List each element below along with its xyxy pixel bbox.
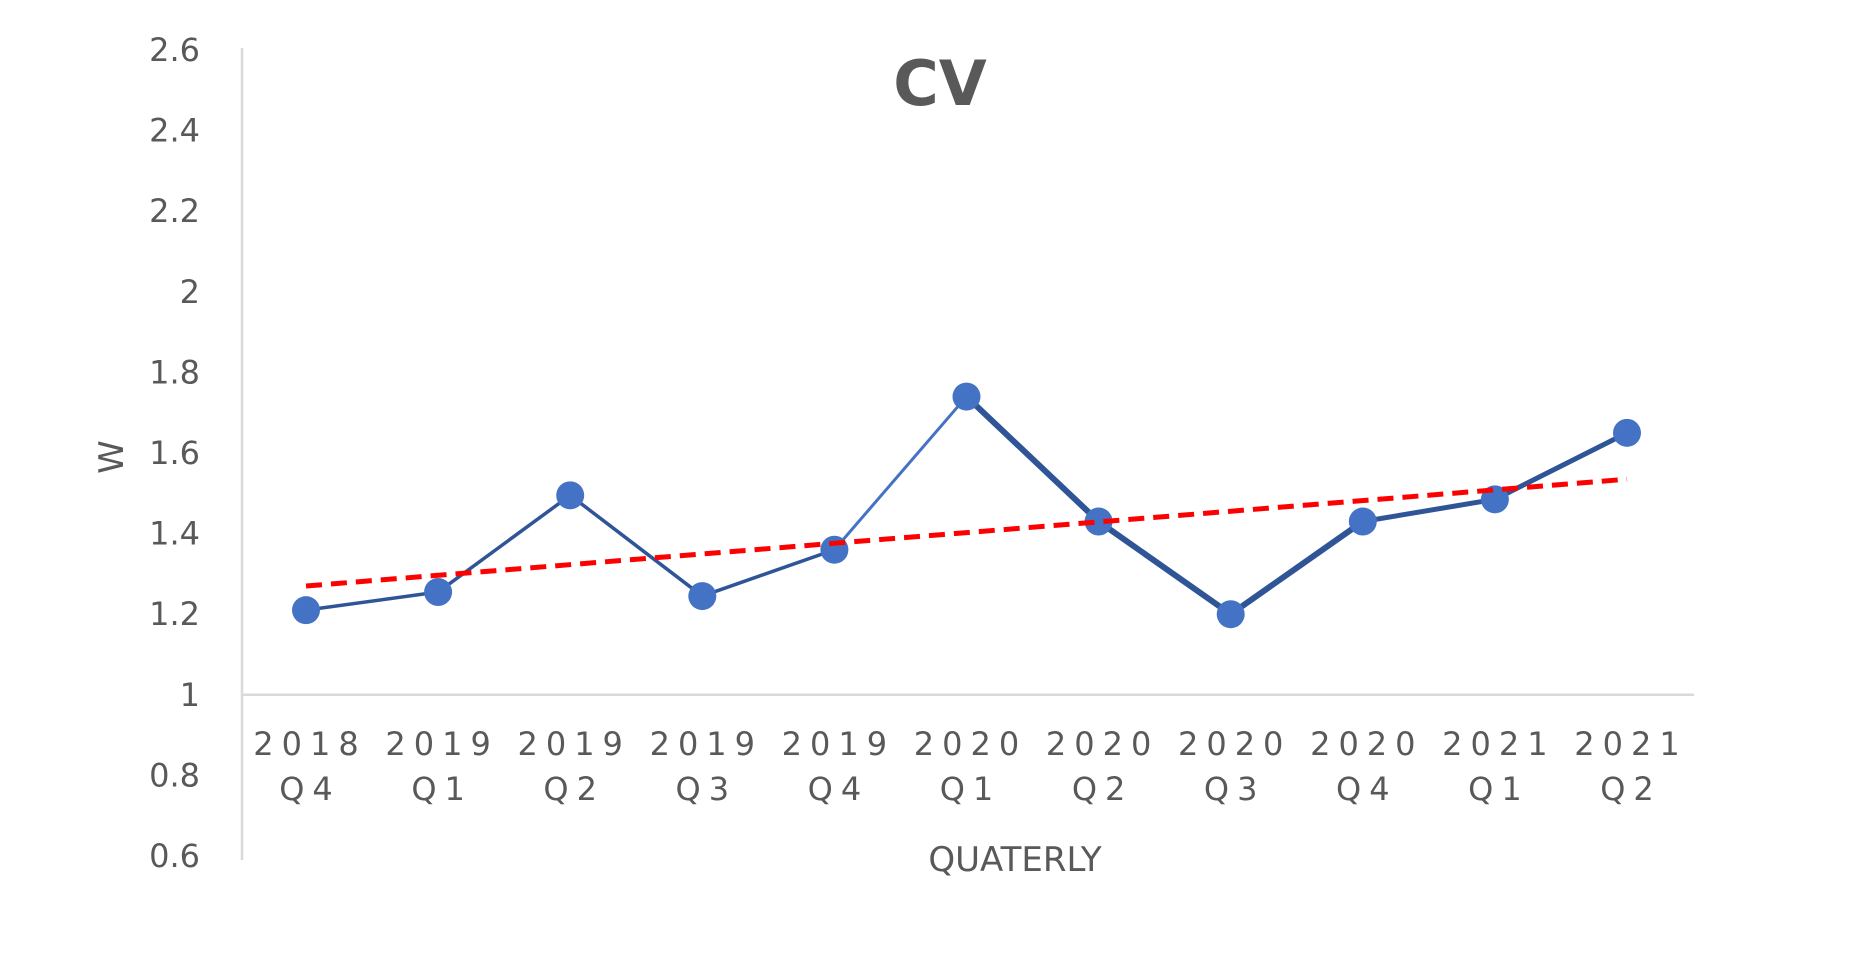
x-tick-label-year: 2019 (782, 725, 895, 763)
x-tick-label-quarter: Q2 (543, 770, 605, 808)
x-tick-label-year: 2019 (517, 725, 630, 763)
x-tick-label-quarter: Q4 (808, 770, 870, 808)
data-point (556, 481, 585, 510)
series-line-segment (963, 393, 1102, 525)
y-tick-label: 1.2 (149, 595, 200, 633)
y-tick-label: 2.2 (149, 192, 200, 230)
x-tick-label-year: 2020 (1310, 725, 1423, 763)
data-point (1613, 418, 1641, 447)
series-line-segment (1227, 518, 1366, 618)
data-point (1084, 507, 1113, 536)
x-tick-label-year: 2018 (253, 725, 366, 763)
x-tick-label-year: 2021 (1442, 725, 1555, 763)
x-tick-label-quarter: Q3 (676, 770, 738, 808)
y-tick-label: 1.8 (149, 353, 200, 391)
x-tick-label-quarter: Q2 (1600, 770, 1662, 808)
series-1 (292, 382, 1641, 629)
series-line-segment (832, 395, 968, 552)
x-tick-label-year: 2020 (1178, 725, 1291, 763)
x-tick-labels: 2018 Q4 2019 Q1 2019 Q2 2019 Q3 2019 Q4 2020 Q1 2020… (253, 725, 1687, 808)
x-tick-label-year: 2019 (650, 725, 763, 763)
x-tick-label-quarter: Q1 (940, 770, 1002, 808)
axes (240, 48, 1694, 860)
y-tick-label: 2 (180, 273, 200, 311)
y-axis-title: W (92, 440, 132, 474)
y-tick-label: 2.4 (149, 112, 200, 150)
x-tick-label-year: 2019 (385, 725, 498, 763)
series-line-segment (436, 493, 572, 594)
y-tick-labels: 0.6 0.8 1 1.2 1.4 1.6 1.8 2 2.2 2.4 2.6 (149, 31, 200, 875)
y-tick-label: 0.8 (149, 756, 200, 794)
y-tick-label: 1.6 (149, 434, 200, 472)
series-line-segment (700, 547, 837, 598)
trendline-layer (305, 476, 1628, 589)
x-tick-label-year: 2020 (914, 725, 1027, 763)
data-point (424, 578, 453, 607)
x-tick-label-quarter: Q4 (279, 770, 341, 808)
x-tick-label-year: 2020 (1046, 725, 1159, 763)
y-tick-label: 1 (180, 676, 200, 714)
x-tick-label-quarter: Q4 (1336, 770, 1398, 808)
data-point (1348, 507, 1377, 536)
series-line-segment (304, 590, 440, 612)
series-line-segment (568, 493, 705, 598)
y-tick-label: 1.4 (149, 515, 200, 553)
series-line-segment (1095, 518, 1234, 618)
data-point (1216, 600, 1245, 629)
x-tick-label-quarter: Q1 (411, 770, 473, 808)
x-tick-label-quarter: Q3 (1204, 770, 1266, 808)
trendline (305, 476, 1628, 589)
data-point (820, 535, 849, 564)
x-tick-label-quarter: Q1 (1468, 770, 1530, 808)
data-point (952, 382, 981, 411)
data-point (688, 582, 717, 611)
x-axis-title: QUATERLY (928, 840, 1102, 880)
x-tick-label-quarter: Q2 (1072, 770, 1134, 808)
data-point (292, 596, 320, 625)
y-tick-label: 0.6 (149, 837, 200, 875)
chart-title: CV (893, 47, 987, 120)
x-tick-label-year: 2021 (1574, 725, 1687, 763)
series-line-segment (1360, 496, 1498, 525)
y-tick-label: 2.6 (149, 31, 200, 69)
